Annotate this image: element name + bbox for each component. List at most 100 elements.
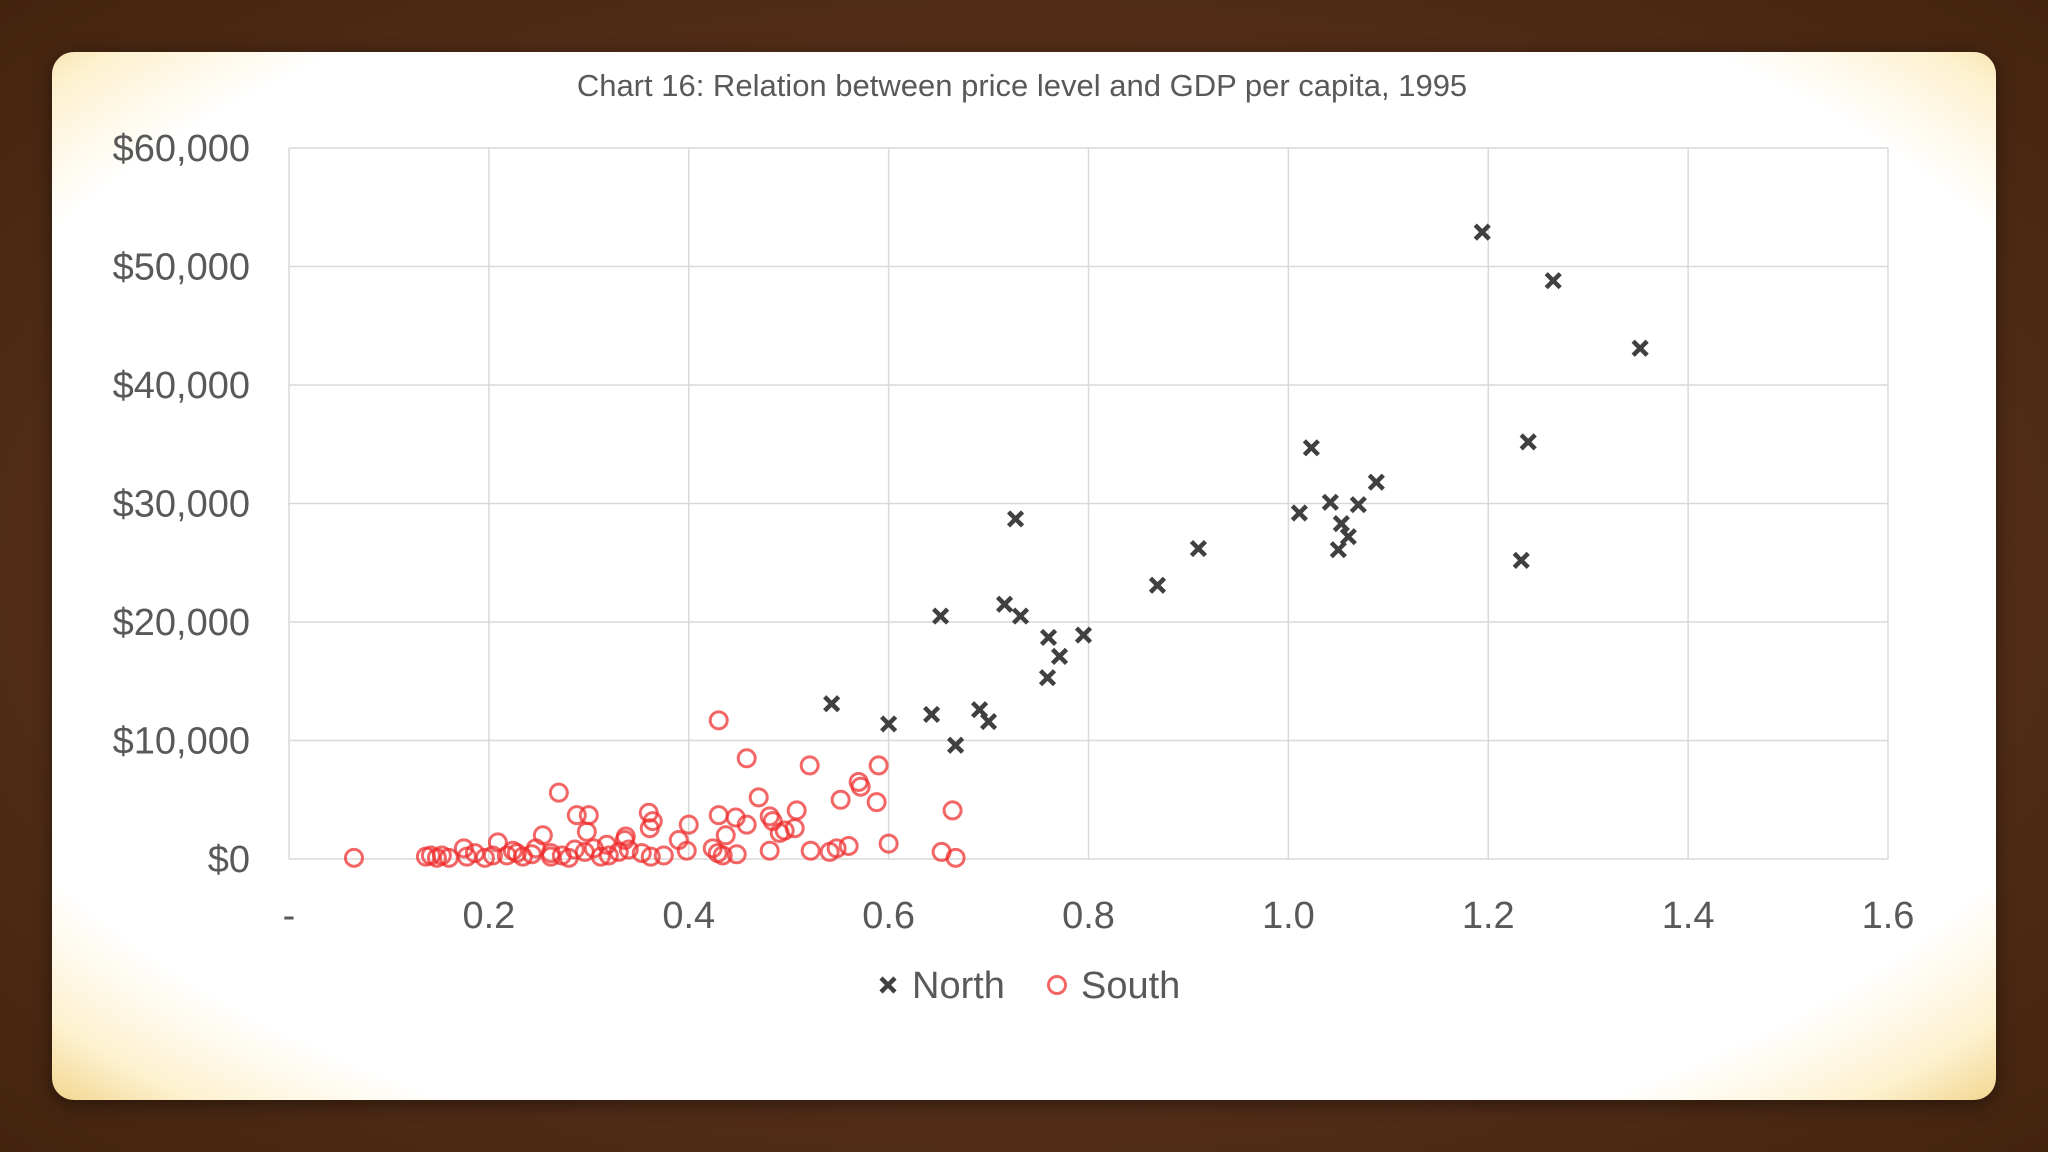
data-point-south — [830, 789, 851, 810]
data-point-south — [343, 847, 364, 868]
data-point-south — [678, 814, 699, 835]
data-point-south — [712, 845, 733, 866]
x-tick-label: 0.4 — [662, 895, 715, 937]
data-point-south — [639, 818, 660, 839]
data-point-north — [979, 712, 998, 731]
data-point-south — [786, 800, 807, 821]
data-point-north — [1006, 510, 1025, 528]
y-tick-label: $10,000 — [113, 721, 250, 763]
series-south — [343, 710, 966, 868]
data-point-south — [726, 844, 747, 865]
data-point-south — [819, 841, 840, 862]
data-point-north — [1367, 473, 1385, 491]
data-point-south — [540, 846, 561, 867]
data-point-north — [1039, 628, 1058, 646]
legend-label: North — [912, 965, 1005, 1007]
y-tick-label: $20,000 — [113, 602, 250, 644]
data-point-north — [1148, 576, 1167, 594]
data-point-south — [487, 832, 508, 853]
data-point-north — [1321, 493, 1339, 511]
data-point-north — [823, 695, 841, 713]
data-point-north — [932, 607, 950, 625]
data-point-south — [838, 835, 859, 856]
x-tick-label: 1.4 — [1662, 895, 1715, 937]
data-point-north — [1519, 433, 1537, 451]
data-point-south — [850, 776, 871, 797]
data-point-north — [1038, 669, 1057, 687]
series-north — [823, 223, 1649, 754]
legend: North South — [879, 965, 1180, 1007]
x-axis-tick-labels: - 0.2 0.4 0.6 0.8 1.0 1.2 1.4 1.6 — [283, 895, 1915, 937]
data-point-south — [415, 846, 436, 867]
data-point-south — [866, 792, 887, 813]
data-point-south — [596, 834, 617, 855]
data-point-north — [1332, 515, 1350, 533]
gridlines — [288, 147, 1889, 860]
data-point-north — [1050, 647, 1069, 665]
data-point-south — [496, 845, 517, 866]
data-point-south — [576, 821, 597, 842]
data-point-south — [769, 822, 790, 843]
legend-label: South — [1081, 965, 1180, 1007]
data-point-north — [1011, 607, 1030, 625]
data-point-south — [715, 825, 736, 846]
data-point-south — [631, 843, 652, 864]
x-tick-label: - — [283, 895, 296, 937]
data-point-south — [640, 846, 661, 867]
data-point-south — [566, 805, 587, 826]
data-point-south — [548, 782, 569, 803]
chart-card — [52, 52, 1996, 1100]
data-point-south — [748, 787, 769, 808]
data-point-south — [759, 840, 780, 861]
data-point-south — [708, 805, 729, 826]
x-tick-label: 1.2 — [1462, 895, 1515, 937]
y-tick-label: $30,000 — [113, 484, 250, 526]
data-point-north — [1189, 539, 1208, 558]
data-point-north — [1473, 223, 1491, 241]
data-point-north — [1631, 339, 1649, 357]
data-point-north — [995, 595, 1014, 613]
data-point-south — [800, 840, 821, 861]
data-point-south — [618, 839, 639, 860]
data-point-north — [1544, 272, 1562, 290]
x-tick-label: 0.6 — [862, 895, 915, 937]
data-point-north — [923, 705, 941, 724]
data-point-north — [946, 736, 965, 754]
y-tick-label: $50,000 — [113, 247, 250, 289]
data-point-south — [653, 845, 674, 866]
data-point-south — [878, 833, 899, 854]
data-point-north — [1329, 541, 1347, 559]
chart-title: Chart 16: Relation between price level a… — [577, 68, 1467, 103]
y-axis-tick-labels: $0 $10,000 $20,000 $30,000 $40,000 $50,000 $60… — [113, 128, 250, 881]
y-tick-label: $0 — [208, 839, 250, 881]
data-point-south — [708, 710, 729, 731]
data-point-south — [590, 846, 611, 867]
x-tick-label: 1.6 — [1862, 895, 1915, 937]
data-point-south — [736, 814, 757, 835]
legend-item-north: North — [879, 965, 1005, 1007]
legend-item-south: South — [1047, 965, 1180, 1007]
data-point-south — [521, 844, 542, 865]
data-point-south — [945, 847, 966, 868]
legend-marker-south — [1047, 975, 1067, 995]
data-point-south — [506, 843, 527, 864]
legend-marker-north — [879, 976, 897, 994]
data-point-south — [799, 755, 820, 776]
data-point-north — [1512, 551, 1530, 569]
data-point-north — [1290, 504, 1308, 522]
data-point-north — [1302, 439, 1320, 457]
data-point-south — [942, 800, 963, 821]
x-tick-label: 0.8 — [1062, 895, 1115, 937]
y-tick-label: $40,000 — [113, 365, 250, 407]
data-point-south — [736, 748, 757, 769]
data-point-south — [598, 845, 619, 866]
data-point-north — [1074, 626, 1093, 644]
data-point-north — [1349, 496, 1367, 514]
x-tick-label: 1.0 — [1262, 895, 1315, 937]
y-tick-label: $60,000 — [113, 128, 250, 170]
data-point-south — [868, 755, 889, 776]
data-point-south — [676, 840, 697, 861]
x-tick-label: 0.2 — [462, 895, 515, 937]
data-points — [343, 223, 1649, 868]
